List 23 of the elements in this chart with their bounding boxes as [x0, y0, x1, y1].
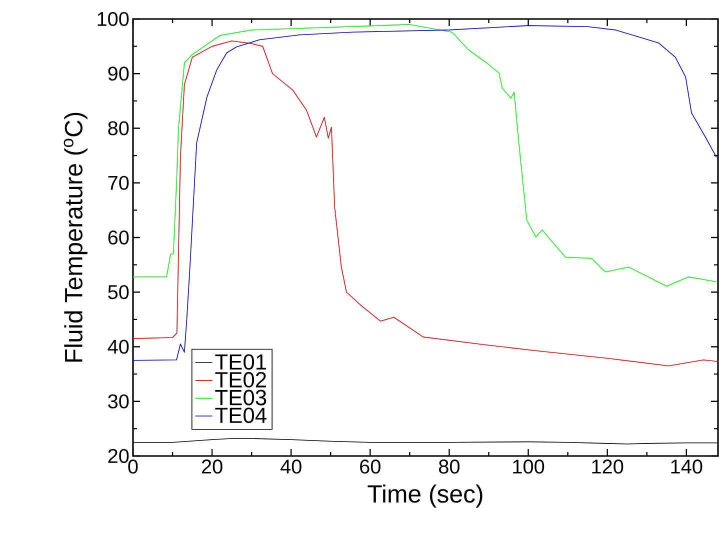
legend-label: TE02 — [215, 372, 266, 388]
x-tick-label: 0 — [128, 460, 138, 474]
y-axis-title: Fluid Temperature ($^{o}$C) — [64, 112, 88, 362]
y-tick-label: 90 — [108, 66, 129, 81]
x-tick-label: 100 — [513, 460, 544, 474]
legend-label: TE04 — [215, 408, 266, 424]
x-tick-label: 40 — [280, 460, 302, 474]
x-tick-label: 60 — [360, 460, 380, 474]
legend-label: TE01 — [215, 354, 266, 370]
x-axis-title: Time (sec) — [368, 484, 482, 508]
y-tick-label: 30 — [108, 394, 129, 408]
y-tick-label: 60 — [108, 230, 129, 245]
x-tick-label: 80 — [438, 460, 460, 474]
y-tick-label: 20 — [108, 448, 129, 464]
y-tick-label: 100 — [98, 12, 129, 26]
y-tick-label: 70 — [108, 176, 129, 190]
x-tick-label: 140 — [671, 460, 702, 474]
y-tick-label: 80 — [108, 121, 129, 136]
legend-label: TE03 — [215, 390, 266, 406]
x-tick-label: 120 — [592, 460, 624, 474]
x-tick-label: 20 — [202, 460, 222, 474]
y-tick-label: 50 — [108, 285, 129, 300]
y-tick-label: 40 — [108, 340, 129, 354]
